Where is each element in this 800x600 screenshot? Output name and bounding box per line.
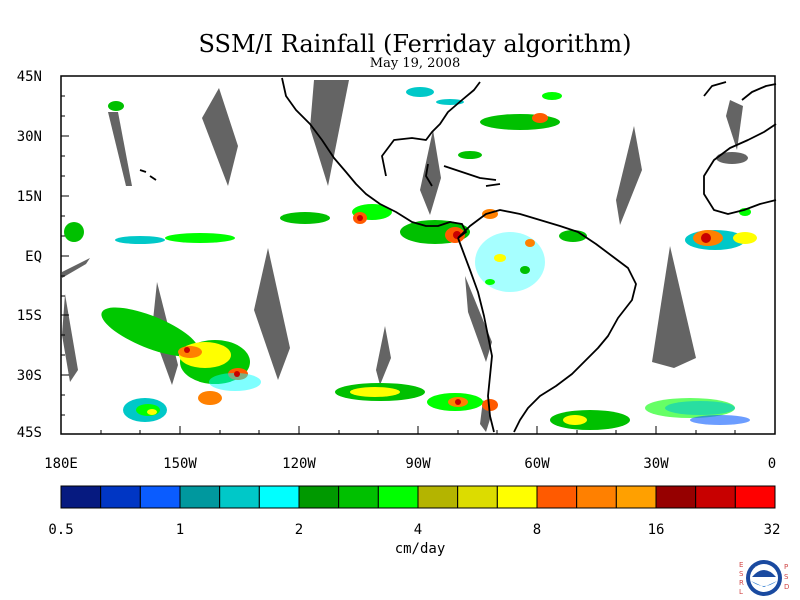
- colorbar-swatch: [695, 485, 736, 509]
- colorbar-swatch: [179, 485, 221, 509]
- coast-hawaii: [139, 169, 157, 181]
- svg-text:P: P: [784, 563, 788, 571]
- map-frame: [60, 75, 776, 435]
- colorbar-label: 8: [532, 522, 542, 538]
- swath: [420, 130, 441, 215]
- colorbar-swatch: [496, 485, 538, 509]
- swath: [480, 400, 491, 432]
- lon-label: 90W: [405, 456, 431, 472]
- colorbar-swatch: [298, 485, 340, 509]
- lat-label: 30S: [16, 368, 42, 384]
- colorbar-label: 16: [647, 522, 665, 538]
- svg-text:R: R: [739, 579, 744, 587]
- swath: [376, 326, 391, 385]
- swath: [254, 248, 290, 380]
- colorbar-swatch: [734, 485, 776, 509]
- coast-north-america: [281, 77, 481, 239]
- colorbar-label: 4: [413, 522, 423, 538]
- lat-label: EQ: [25, 249, 42, 265]
- swath: [726, 100, 743, 150]
- swath: [62, 294, 78, 382]
- lat-label: 45S: [16, 425, 42, 441]
- svg-text:D: D: [784, 583, 789, 591]
- colorbar-swatch: [338, 485, 379, 509]
- swath: [616, 126, 642, 225]
- lat-label: 15S: [16, 308, 42, 324]
- coast-south-america: [457, 209, 637, 433]
- missing-swaths: [62, 80, 748, 432]
- colorbar-swatch: [100, 485, 141, 509]
- svg-text:E: E: [739, 561, 743, 569]
- colorbar-swatch: [377, 485, 419, 509]
- lon-label: 120W: [282, 456, 316, 472]
- swath: [62, 258, 90, 278]
- coast-caribbean: [443, 165, 501, 187]
- colorbar-label: 1: [175, 522, 185, 538]
- colorbar-swatch: [258, 485, 300, 509]
- svg-text:L: L: [739, 588, 743, 596]
- map-date: May 19, 2008: [369, 56, 461, 71]
- lat-label: 15N: [16, 189, 42, 205]
- lat-label: 45N: [16, 69, 42, 85]
- swath: [465, 276, 492, 362]
- colorbar-label: 2: [294, 522, 304, 538]
- colorbar-swatch: [536, 485, 578, 509]
- coast-europe: [703, 81, 777, 101]
- lon-label: 150W: [163, 456, 197, 472]
- colorbar-units: cm/day: [394, 541, 446, 557]
- swath: [108, 112, 132, 186]
- colorbar-swatch: [417, 485, 459, 509]
- colorbar: [60, 485, 776, 509]
- colorbar-swatch: [60, 485, 102, 509]
- lon-label: 180E: [44, 456, 78, 472]
- colorbar-swatch: [457, 485, 498, 509]
- lon-label: 30W: [643, 456, 669, 472]
- colorbar-swatch: [655, 485, 697, 509]
- swath: [652, 246, 696, 368]
- colorbar-label: 32: [763, 522, 781, 538]
- swath: [716, 152, 748, 164]
- colorbar-swatch: [219, 485, 260, 509]
- svg-text:S: S: [739, 570, 744, 578]
- noaa-seal-icon: E S R L NOAA P S D: [739, 560, 789, 596]
- lon-label: 0: [767, 456, 777, 472]
- colorbar-swatch: [576, 485, 617, 509]
- colorbar-label: 0.5: [48, 522, 74, 538]
- colorbar-swatch: [615, 485, 657, 509]
- coastlines: [139, 77, 777, 433]
- lat-label: 30N: [16, 129, 42, 145]
- swath: [310, 80, 349, 186]
- svg-text:NOAA: NOAA: [755, 566, 769, 572]
- svg-text:S: S: [784, 573, 789, 581]
- colorbar-swatch: [139, 485, 181, 509]
- swath: [202, 88, 238, 186]
- coast-africa: [703, 123, 777, 215]
- map-title: SSM/I Rainfall (Ferriday algorithm): [198, 30, 632, 58]
- rain-areas: [64, 87, 757, 430]
- lon-label: 60W: [524, 456, 550, 472]
